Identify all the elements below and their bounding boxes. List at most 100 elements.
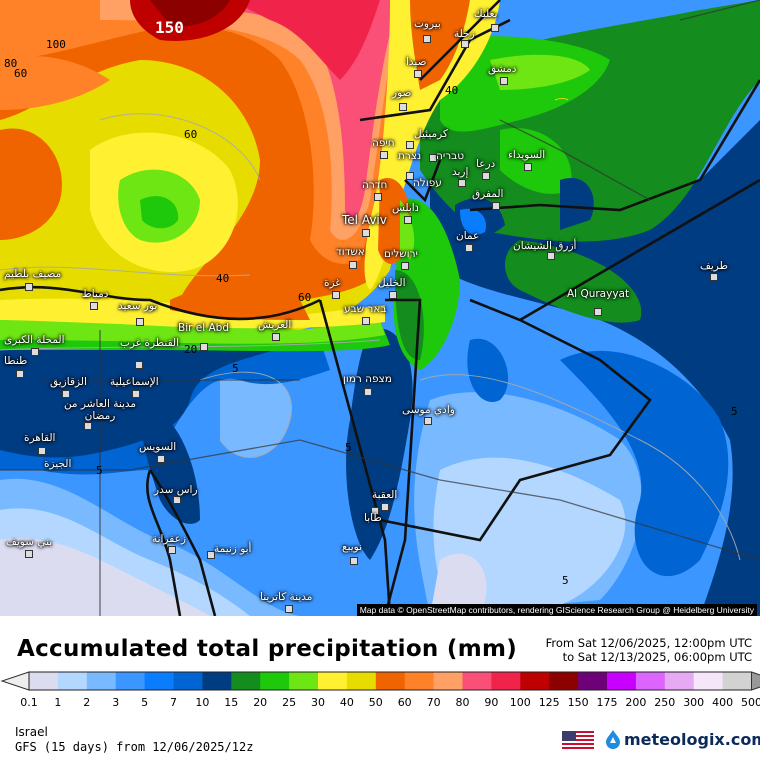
city-marker	[84, 422, 92, 430]
scale-under-arrow	[0, 671, 30, 691]
scale-swatch	[462, 672, 492, 690]
scale-tick-label: 80	[455, 696, 470, 709]
city-marker	[594, 308, 602, 316]
city-marker	[173, 496, 181, 504]
city-label: العريش	[258, 319, 292, 331]
scale-over-arrow	[751, 671, 760, 691]
model-run-label: GFS (15 days) from 12/06/2025/12z	[15, 740, 254, 754]
city-marker	[414, 70, 422, 78]
city-label: ירושלים	[384, 248, 418, 260]
city-marker	[389, 291, 397, 299]
city-marker	[364, 388, 372, 396]
scale-tick-label: 7	[170, 696, 177, 709]
scale-swatch	[433, 672, 463, 690]
precipitation-map[interactable]: 150 100 80 60 60 40 40 60 20 5 5 5 5 5 ب…	[0, 0, 760, 616]
city-label: أبو زنيمة	[214, 543, 252, 555]
city-marker	[492, 202, 500, 210]
city-marker	[207, 551, 215, 559]
city-label: الخليل	[378, 277, 406, 289]
scale-tick-label: 90	[484, 696, 499, 709]
brand-name: meteologix.com	[624, 729, 760, 749]
city-label: Bir el Abd	[178, 322, 230, 334]
isoline-label: 60	[14, 67, 28, 80]
city-marker	[406, 141, 414, 149]
city-label: القنطرة غرب	[120, 337, 180, 349]
city-marker	[31, 348, 39, 356]
city-marker	[424, 417, 432, 425]
city-label: دمشق	[488, 63, 517, 75]
city-marker	[285, 605, 293, 613]
city-marker	[500, 77, 508, 85]
city-label: القاهرة	[24, 432, 56, 444]
isoline-label: 100	[46, 38, 66, 51]
scale-tick-label: 60	[397, 696, 412, 709]
city-label: دمياط	[82, 288, 109, 300]
city-marker	[362, 229, 370, 237]
city-marker	[710, 273, 718, 281]
city-label: راس سدر	[154, 484, 198, 496]
city-marker	[374, 193, 382, 201]
city-label: وادي موسى	[402, 404, 455, 416]
meteologix-logo[interactable]: meteologix.com	[604, 729, 760, 749]
city-label: أزرق الشيشان	[513, 240, 577, 252]
scale-tick-label: 70	[426, 696, 441, 709]
city-label: עפולה	[413, 177, 442, 189]
scale-tick-label: 100	[509, 696, 531, 709]
isoline-label: 80	[4, 57, 18, 70]
scale-swatch	[231, 672, 261, 690]
scale-tick-label: 50	[368, 696, 383, 709]
scale-swatch	[664, 672, 695, 690]
scale-tick-label: 25	[282, 696, 297, 709]
city-marker	[465, 244, 473, 252]
us-flag-icon[interactable]	[562, 731, 594, 751]
city-label: درعا	[476, 158, 496, 170]
period-to: to Sat 12/13/2025, 06:00pm UTC	[562, 650, 752, 664]
region-label: Israel	[15, 725, 48, 739]
scale-tick-label: 20	[253, 696, 268, 709]
city-label: חדרה	[362, 179, 388, 191]
city-marker	[380, 151, 388, 159]
city-marker	[429, 154, 437, 162]
isoline-label: 60	[298, 291, 312, 304]
city-marker	[332, 291, 340, 299]
scale-tick-label: 2	[83, 696, 91, 709]
city-label: אשדוד	[336, 246, 365, 258]
city-marker	[135, 361, 143, 369]
period-from: From Sat 12/06/2025, 12:00pm UTC	[545, 636, 752, 650]
city-label: مدينة العاشر من رمضان	[63, 398, 137, 422]
city-label: عمان	[456, 230, 480, 242]
scale-tick-label: 1	[54, 696, 62, 709]
scale-tick-label: 125	[538, 696, 560, 709]
city-marker	[458, 179, 466, 187]
isoline-label: 5	[232, 362, 239, 375]
city-label: نويبع	[342, 541, 363, 553]
isoline-label: 5	[562, 574, 569, 587]
scale-swatch	[578, 672, 608, 690]
scale-swatch	[693, 672, 724, 690]
city-marker	[461, 40, 469, 48]
city-marker	[350, 557, 358, 565]
scale-swatch	[173, 672, 203, 690]
scale-swatch	[635, 672, 666, 690]
city-label: المفرق	[472, 188, 504, 200]
scale-swatch	[520, 672, 550, 690]
city-label: السويداء	[508, 149, 546, 161]
isoline-label: 60	[184, 128, 198, 141]
isoline-label: 20	[184, 343, 198, 356]
scale-tick-label: 5	[141, 696, 149, 709]
city-marker	[16, 370, 24, 378]
scale-swatch	[115, 672, 146, 690]
city-label: صور	[392, 87, 412, 99]
map-attribution: Map data © OpenStreetMap contributors, r…	[356, 604, 757, 616]
city-marker	[349, 261, 357, 269]
city-label: طنطا	[4, 355, 28, 367]
city-marker	[491, 24, 499, 32]
scale-swatch	[607, 672, 637, 690]
city-label: بعلبك	[474, 8, 498, 20]
city-label: صيدا	[406, 56, 427, 68]
city-label: زحلة	[454, 28, 475, 40]
scale-tick-label: 40	[339, 696, 354, 709]
city-label: مدينة كاترينا	[260, 591, 313, 603]
city-label: Al Qurayyat	[567, 288, 630, 300]
city-marker	[90, 302, 98, 310]
